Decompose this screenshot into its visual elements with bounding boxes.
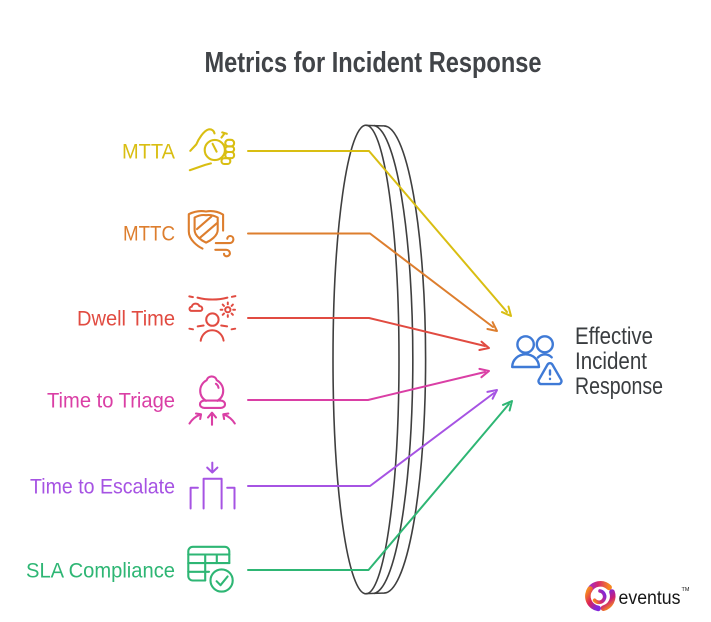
svg-text:eventus: eventus [619, 587, 681, 609]
svg-text:Response: Response [575, 373, 663, 400]
svg-text:Time to Escalate: Time to Escalate [30, 475, 175, 498]
svg-text:Dwell Time: Dwell Time [77, 307, 175, 330]
svg-text:SLA Compliance: SLA Compliance [26, 559, 175, 582]
svg-text:Metrics for Incident Response: Metrics for Incident Response [205, 47, 542, 79]
svg-text:MTTA: MTTA [122, 140, 175, 163]
svg-text:TM: TM [682, 587, 690, 593]
svg-text:Incident: Incident [575, 348, 647, 375]
svg-text:MTTC: MTTC [123, 223, 175, 246]
svg-text:Effective: Effective [575, 323, 653, 350]
svg-text:Time to Triage: Time to Triage [47, 390, 175, 413]
